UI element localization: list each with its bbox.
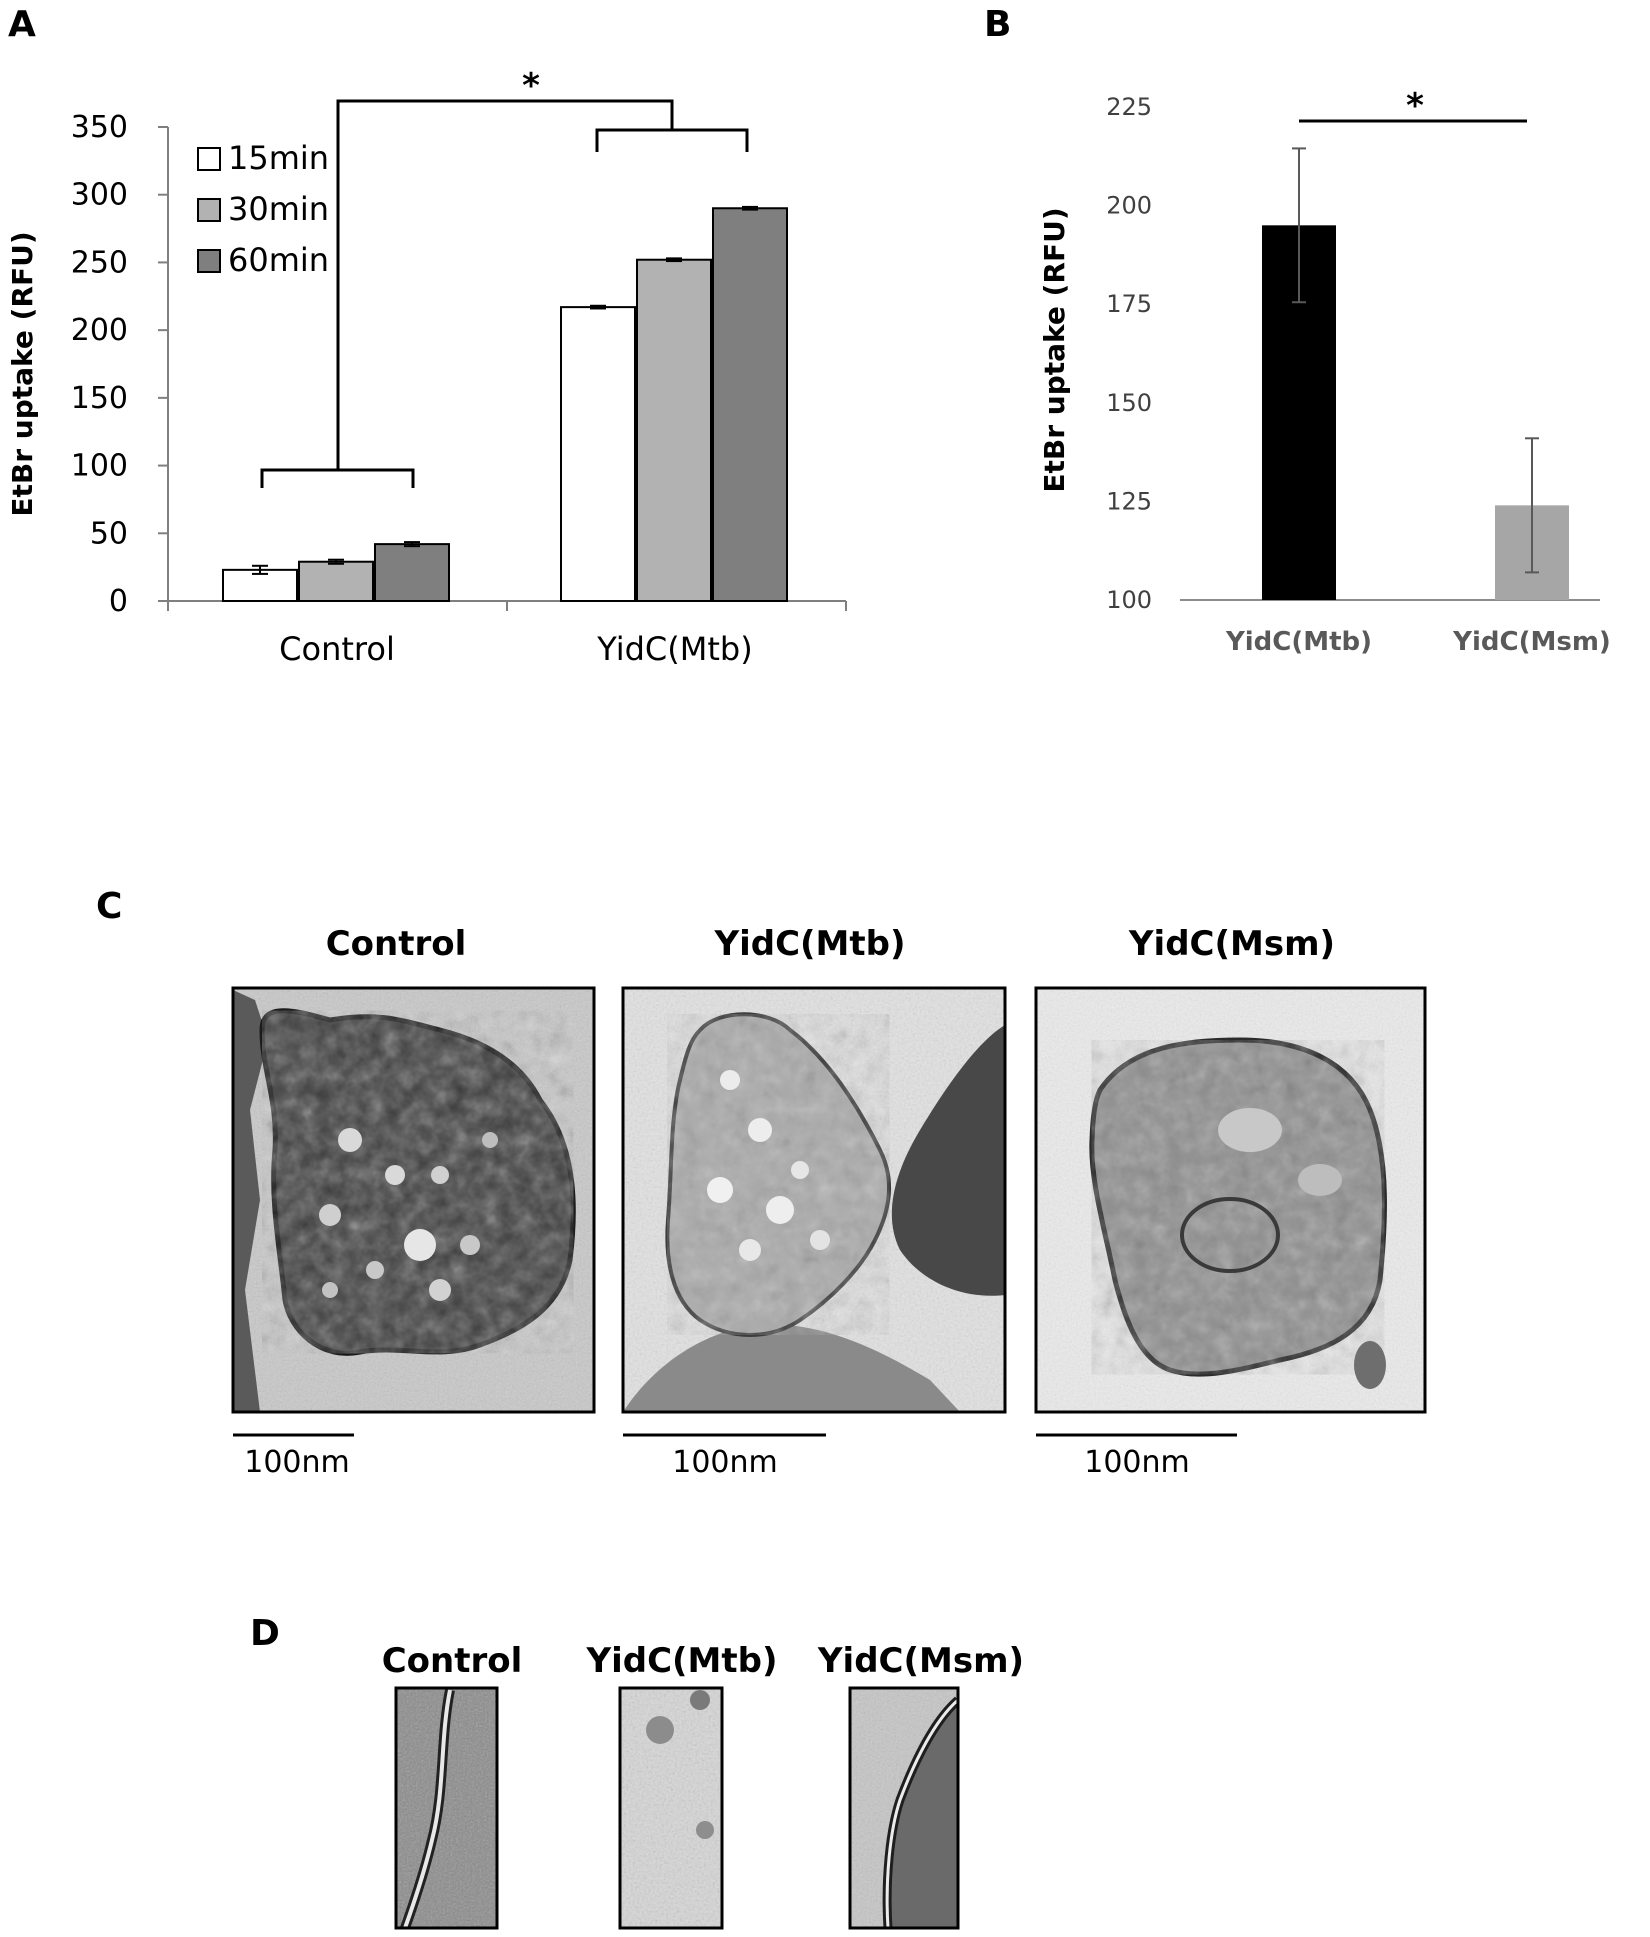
- panel-c-title-yidc-mtb: YidC(Mtb): [713, 924, 905, 964]
- bar-control-60min: [374, 543, 450, 602]
- y-tick-label: 175: [1106, 290, 1152, 318]
- membrane-frame-control: [394, 1686, 499, 1930]
- y-tick-label: 300: [71, 178, 128, 213]
- membrane-frame-yidc-msm: [848, 1686, 960, 1930]
- tem-frame-control: [231, 986, 596, 1414]
- panel-label-d: D: [250, 1613, 280, 1654]
- legend-swatch-30min: [197, 198, 221, 222]
- y-tick-label: 250: [71, 245, 128, 280]
- chart-a: 0 50 100 150 200 250 300 350 EtBr uptake (RFU) Co…: [6, 66, 847, 668]
- scale-label-yidc-msm: 100nm: [1084, 1445, 1190, 1480]
- tem-frame-yidc-mtb: [621, 986, 1007, 1414]
- panel-d-title-control: Control: [382, 1641, 523, 1681]
- significance-marker: *: [522, 66, 540, 106]
- panel-label-b: B: [984, 4, 1011, 45]
- y-tick-label: 350: [71, 110, 128, 145]
- bar-control-15min: [222, 568, 298, 603]
- bar-control-30min: [298, 560, 374, 602]
- panel-c-title-yidc-msm: YidC(Msm): [1128, 924, 1335, 964]
- legend-label-30min: 30min: [228, 190, 329, 228]
- bracket-control: [260, 468, 415, 488]
- x-category-label: YidC(Msm): [1452, 627, 1611, 657]
- panel-d-title-yidc-mtb: YidC(Mtb): [585, 1641, 777, 1681]
- panel-d-title-yidc-msm: YidC(Msm): [817, 1641, 1024, 1681]
- membrane-image-yidc-mtb: [620, 1688, 722, 1928]
- x-category-label: Control: [279, 630, 395, 668]
- y-tick-label: 125: [1106, 487, 1152, 515]
- legend-swatch-15min: [197, 147, 221, 171]
- tem-image-yidc-mtb: [623, 988, 1005, 1412]
- significance-marker: *: [1406, 86, 1424, 126]
- bracket-between-groups: [336, 99, 674, 470]
- y-tick-label: 225: [1106, 93, 1152, 121]
- y-axis-label: EtBr uptake (RFU): [6, 231, 39, 516]
- y-tick-label: 100: [71, 449, 128, 484]
- legend-swatch-60min: [197, 249, 221, 273]
- bar-yidc-mtb--15min: [560, 306, 636, 602]
- y-tick-label: 150: [1106, 389, 1152, 417]
- bar-yidc-mtb--60min: [712, 207, 788, 602]
- y-tick-label: 100: [1106, 586, 1152, 614]
- y-tick-label: 150: [71, 381, 128, 416]
- bar-yidc-mtb--30min: [636, 258, 712, 602]
- tem-image-control: [233, 988, 594, 1412]
- y-tick-label: 50: [90, 516, 128, 551]
- x-category-label: YidC(Mtb): [596, 630, 752, 668]
- tem-image-yidc-msm: [1036, 988, 1425, 1412]
- scale-label-yidc-mtb: 100nm: [672, 1445, 778, 1480]
- membrane-frame-yidc-mtb: [618, 1686, 724, 1930]
- chart-b: 100 125 150 175 200 225 EtBr uptake (RFU) YidC(…: [1038, 86, 1611, 657]
- bracket-yidc-mtb: [595, 128, 749, 152]
- legend-label-60min: 60min: [228, 241, 329, 279]
- x-category-label: YidC(Mtb): [1225, 627, 1372, 657]
- tem-frame-yidc-msm: [1034, 986, 1427, 1414]
- membrane-image-yidc-msm: [850, 1688, 958, 1928]
- scale-label-control: 100nm: [244, 1445, 350, 1480]
- y-axis-label: EtBr uptake (RFU): [1038, 207, 1071, 492]
- membrane-image-control: [396, 1688, 497, 1928]
- y-tick-label: 200: [71, 313, 128, 348]
- panel-label-a: A: [8, 4, 36, 45]
- panel-c-title-control: Control: [326, 924, 467, 964]
- legend-label-15min: 15min: [228, 139, 329, 177]
- y-tick-label: 200: [1106, 192, 1152, 220]
- panel-label-c: C: [96, 886, 122, 927]
- y-tick-label: 0: [109, 584, 128, 619]
